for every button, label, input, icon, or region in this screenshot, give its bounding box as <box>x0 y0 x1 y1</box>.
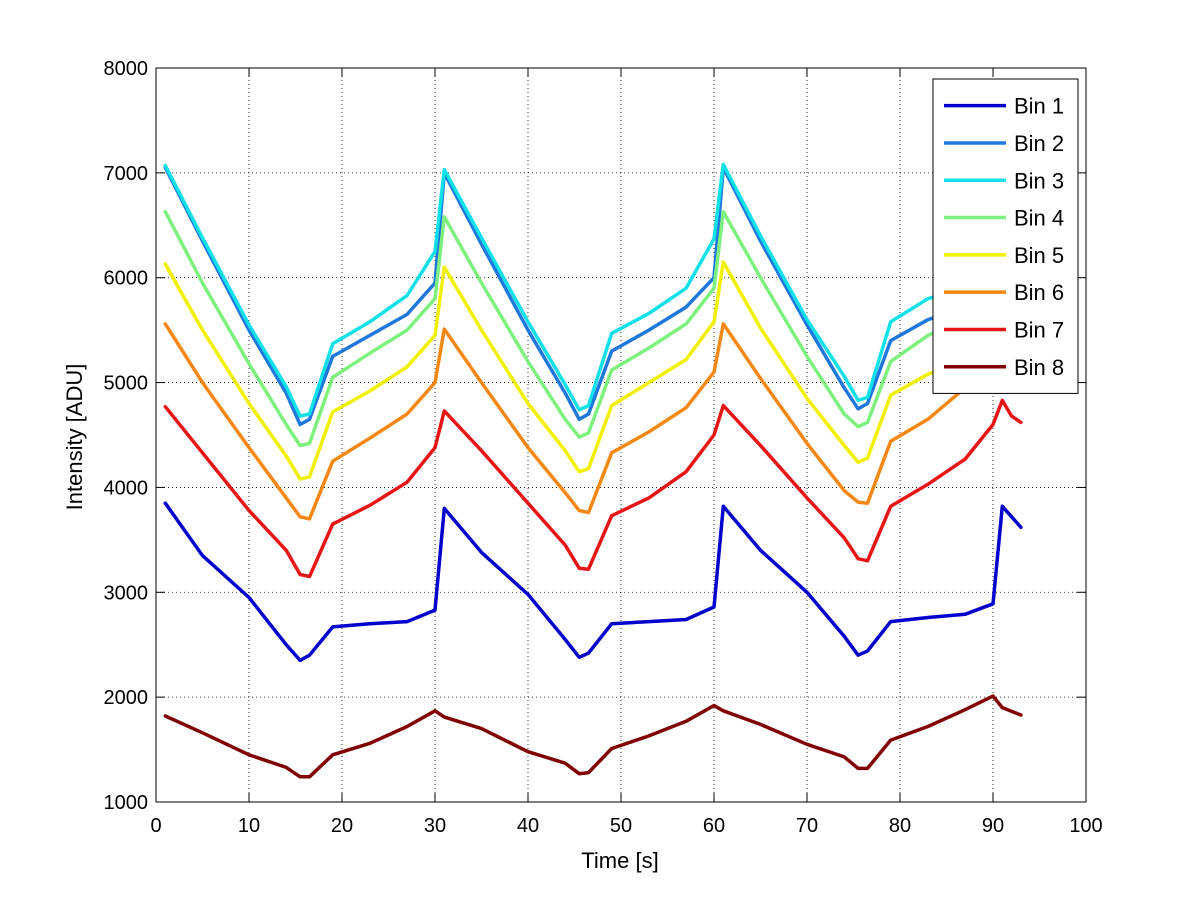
legend-label: Bin 6 <box>1014 280 1064 305</box>
legend-label: Bin 8 <box>1014 355 1064 380</box>
legend-label: Bin 7 <box>1014 317 1064 342</box>
series-line-bin-1 <box>163 501 1023 663</box>
grid-lines <box>156 68 1086 802</box>
legend-label: Bin 1 <box>1014 94 1064 119</box>
x-tick-label: 70 <box>796 815 818 837</box>
x-tick-label: 50 <box>610 815 632 837</box>
x-tick-label: 80 <box>889 815 911 837</box>
y-axis-label: Intensity [ADU] <box>62 364 87 511</box>
legend-label: Bin 5 <box>1014 243 1064 268</box>
x-tick-label: 30 <box>424 815 446 837</box>
series-line-bin-3 <box>163 162 967 418</box>
x-tick-label: 10 <box>238 815 260 837</box>
axis-ticks: 0 10 20 30 40 50 60 70 80 90 100 1000 2000 3000 4000 50… <box>104 58 1103 837</box>
x-tick-label: 0 <box>150 815 161 837</box>
x-tick-label: 40 <box>517 815 539 837</box>
y-tick-label: 3000 <box>104 582 149 604</box>
y-tick-label: 4000 <box>104 477 149 499</box>
x-axis-label: Time [s] <box>581 848 658 873</box>
y-tick-label: 1000 <box>104 792 149 814</box>
series-line-bin-6 <box>163 322 986 521</box>
y-tick-label: 8000 <box>104 58 149 80</box>
y-tick-label: 6000 <box>104 268 149 290</box>
y-tick-label: 5000 <box>104 373 149 395</box>
series-line-bin-7 <box>163 398 1023 579</box>
legend: Bin 1 Bin 2 Bin 3 Bin 4 Bin 5 Bin 6 Bin 7 Bin 8 <box>932 78 1079 394</box>
legend-label: Bin 2 <box>1014 131 1064 156</box>
x-tick-label: 20 <box>331 815 353 837</box>
series-line-bin-5 <box>163 260 967 481</box>
series-line-bin-2 <box>163 165 967 427</box>
legend-label: Bin 3 <box>1014 168 1064 193</box>
x-tick-label: 90 <box>982 815 1004 837</box>
series-line-bin-8 <box>163 694 1023 779</box>
y-tick-label: 2000 <box>104 687 149 709</box>
x-tick-label: 60 <box>703 815 725 837</box>
legend-box <box>932 78 1079 394</box>
legend-label: Bin 4 <box>1014 206 1064 231</box>
y-tick-label: 7000 <box>104 163 149 185</box>
series-lines <box>163 162 1023 779</box>
series-line-bin-4 <box>163 209 967 448</box>
x-tick-label: 100 <box>1069 815 1102 837</box>
